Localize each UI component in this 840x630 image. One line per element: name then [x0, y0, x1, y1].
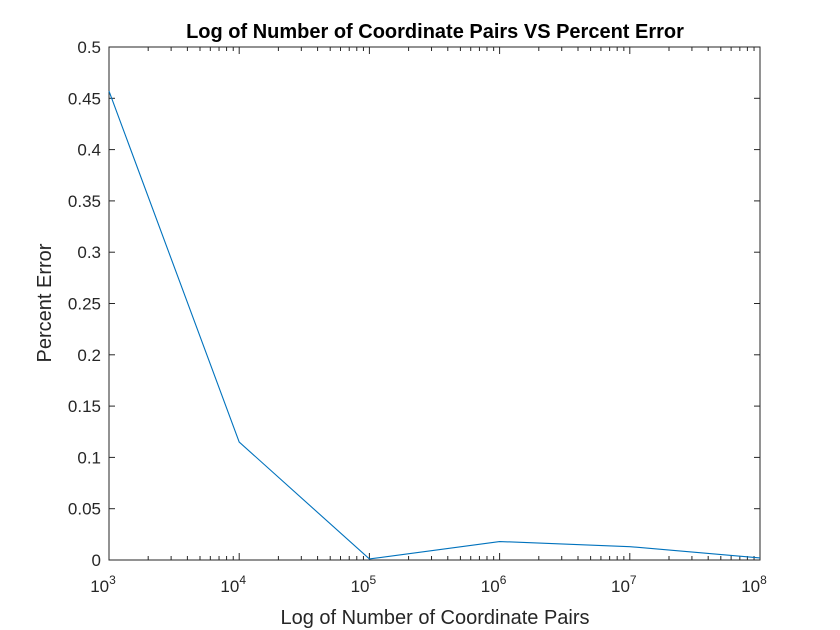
- y-tick-label: 0.35: [68, 192, 101, 211]
- y-tick-label: 0.15: [68, 397, 101, 416]
- series-line: [108, 90, 761, 560]
- y-axis-label: Percent Error: [34, 243, 56, 362]
- y-tick-label: 0.05: [68, 500, 101, 519]
- x-axis-label: Log of Number of Coordinate Pairs: [280, 607, 589, 629]
- y-tick-label: 0.45: [68, 89, 101, 108]
- y-tick-label: 0.25: [68, 295, 101, 314]
- x-tick-label: 108: [741, 573, 767, 596]
- x-tick-label: 106: [481, 573, 507, 596]
- y-tick-label: 0: [92, 551, 101, 570]
- y-tick-label: 0.5: [77, 38, 101, 57]
- x-tick-label: 107: [611, 573, 637, 596]
- y-tick-label: 0.3: [77, 243, 101, 262]
- chart-title: Log of Number of Coordinate Pairs VS Per…: [186, 21, 684, 43]
- y-tick-label: 0.4: [77, 141, 101, 160]
- axes-box: [108, 46, 761, 561]
- plot-area: 0 0.05 0.1 0.15 0.2 0.25 0.3 0.35 0.4 0.45 0.5 103 1…: [68, 38, 767, 596]
- x-tick-label: 105: [351, 573, 377, 596]
- x-tick-label: 103: [90, 573, 116, 596]
- y-tick-label: 0.1: [77, 448, 101, 467]
- y-tick-label: 0.2: [77, 346, 101, 365]
- x-tick-label: 104: [220, 573, 246, 596]
